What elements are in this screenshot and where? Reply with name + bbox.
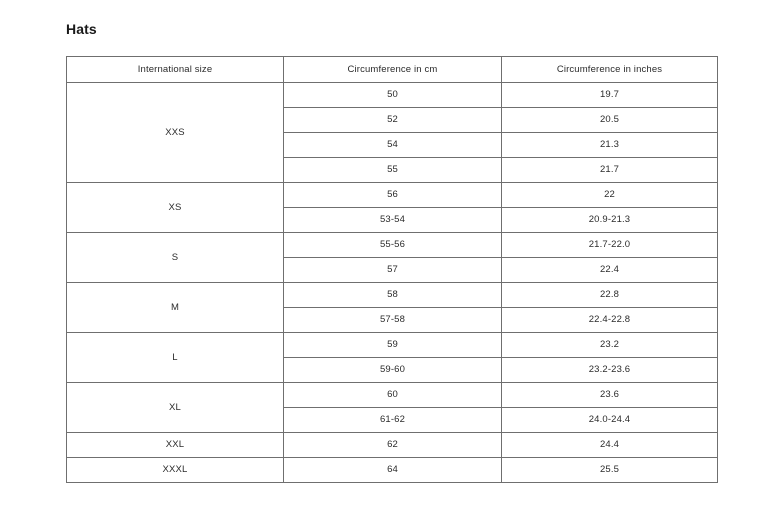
size-table-container: International size Circumference in cm C… bbox=[66, 56, 718, 483]
table-row: XS 56 22 bbox=[66, 182, 718, 233]
hats-size-table: International size Circumference in cm C… bbox=[66, 56, 718, 483]
column-header-circumference-inches: Circumference in inches bbox=[501, 56, 718, 83]
cell-circumference-inches: 24.0-24.4 bbox=[501, 407, 718, 433]
table-header-row: International size Circumference in cm C… bbox=[66, 56, 718, 83]
column-header-circumference-cm: Circumference in cm bbox=[283, 56, 502, 83]
cell-circumference-cm: 59-60 bbox=[283, 357, 502, 383]
table-row: 55 21.7 bbox=[67, 157, 718, 183]
table-row: M 58 22.8 bbox=[66, 282, 718, 333]
table-row: 57 22.4 bbox=[67, 257, 718, 283]
cell-circumference-inches: 24.4 bbox=[501, 432, 718, 458]
cell-circumference-inches: 21.7-22.0 bbox=[501, 232, 718, 258]
cell-circumference-cm: 62 bbox=[283, 432, 502, 458]
cell-international-size: XXL bbox=[66, 432, 284, 458]
table-header: International size Circumference in cm C… bbox=[66, 56, 718, 83]
cell-circumference-cm: 61-62 bbox=[283, 407, 502, 433]
cell-circumference-cm: 59 bbox=[283, 332, 502, 358]
table-row: XXXL 64 25.5 bbox=[66, 457, 718, 483]
cell-circumference-cm: 55-56 bbox=[283, 232, 502, 258]
cell-circumference-cm: 54 bbox=[283, 132, 502, 158]
cell-circumference-cm: 57-58 bbox=[283, 307, 502, 333]
cell-circumference-cm: 57 bbox=[283, 257, 502, 283]
cell-circumference-inches: 22 bbox=[501, 182, 718, 208]
cell-circumference-cm: 53-54 bbox=[283, 207, 502, 233]
cell-circumference-cm: 55 bbox=[283, 157, 502, 183]
page-title: Hats bbox=[66, 21, 97, 37]
table-row: XL 60 23.6 bbox=[66, 382, 718, 433]
cell-circumference-inches: 22.8 bbox=[501, 282, 718, 308]
cell-circumference-cm: 58 bbox=[283, 282, 502, 308]
cell-international-size: S bbox=[66, 232, 284, 283]
cell-circumference-cm: 50 bbox=[283, 82, 502, 108]
table-row: S 55-56 21.7-22.0 bbox=[66, 232, 718, 283]
table-row: 57-58 22.4-22.8 bbox=[67, 307, 718, 333]
cell-circumference-inches: 23.2 bbox=[501, 332, 718, 358]
table-row: L 59 23.2 bbox=[66, 332, 718, 383]
column-header-international-size: International size bbox=[66, 56, 284, 83]
cell-circumference-inches: 20.9-21.3 bbox=[501, 207, 718, 233]
cell-international-size: XS bbox=[66, 182, 284, 233]
cell-international-size: L bbox=[66, 332, 284, 383]
cell-circumference-inches: 25.5 bbox=[501, 457, 718, 483]
cell-circumference-cm: 60 bbox=[283, 382, 502, 408]
cell-circumference-inches: 22.4-22.8 bbox=[501, 307, 718, 333]
cell-circumference-cm: 64 bbox=[283, 457, 502, 483]
cell-circumference-inches: 23.6 bbox=[501, 382, 718, 408]
table-row: 59-60 23.2-23.6 bbox=[67, 357, 718, 383]
cell-international-size: XXS bbox=[66, 82, 284, 183]
cell-circumference-inches: 22.4 bbox=[501, 257, 718, 283]
cell-circumference-inches: 21.7 bbox=[501, 157, 718, 183]
cell-circumference-inches: 21.3 bbox=[501, 132, 718, 158]
cell-international-size: M bbox=[66, 282, 284, 333]
table-row: XXS 50 19.7 bbox=[66, 82, 718, 183]
cell-circumference-inches: 20.5 bbox=[501, 107, 718, 133]
cell-international-size: XL bbox=[66, 382, 284, 433]
cell-circumference-inches: 19.7 bbox=[501, 82, 718, 108]
cell-circumference-cm: 56 bbox=[283, 182, 502, 208]
table-body: XXS 50 19.7 52 20.5 54 21.3 55 21.7 XS 56 22 53-54 20… bbox=[66, 82, 718, 483]
cell-international-size: XXXL bbox=[66, 457, 284, 483]
table-row: XXL 62 24.4 bbox=[66, 432, 718, 458]
cell-circumference-cm: 52 bbox=[283, 107, 502, 133]
table-row: 61-62 24.0-24.4 bbox=[67, 407, 718, 433]
cell-circumference-inches: 23.2-23.6 bbox=[501, 357, 718, 383]
